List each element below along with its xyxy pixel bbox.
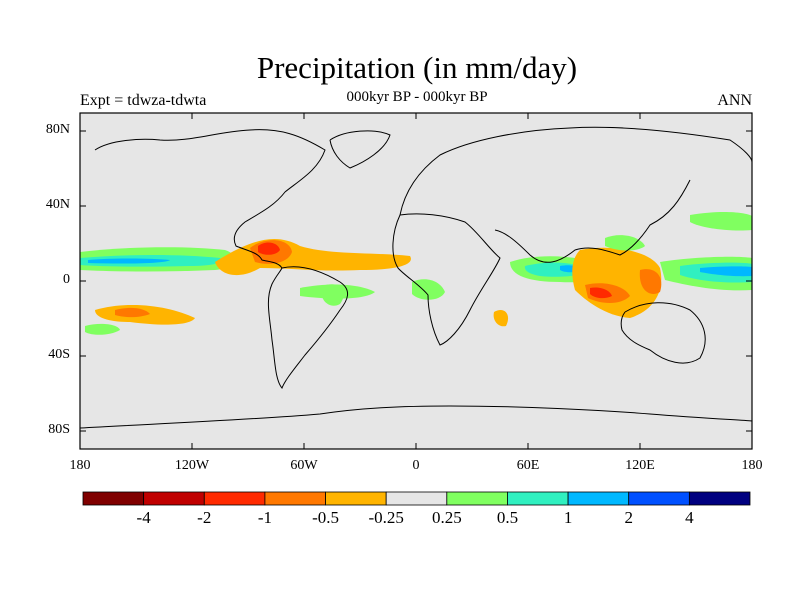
caribbean-core (258, 242, 280, 255)
maritime-strong (590, 287, 612, 299)
colorbar-label: 0.25 (431, 508, 462, 527)
north-america-coast (94, 129, 326, 269)
eurasia-coast (399, 126, 753, 263)
axis-ticks (80, 113, 752, 449)
colorbar-label: -4 (136, 508, 151, 527)
colorbar-swatch (446, 491, 508, 506)
coastlines (79, 126, 753, 429)
x-tick-label: 180 (741, 458, 763, 473)
colorbar-swatch (325, 491, 387, 506)
map-subtitle: 000kyr BP - 000kyr BP (346, 89, 488, 105)
madagascar-negative (493, 309, 509, 327)
colorbar-label: -1 (257, 508, 272, 527)
south-america-positive (321, 284, 344, 306)
colorbar-swatch (567, 491, 630, 506)
africa-coast (392, 213, 501, 346)
colorbar-label: -0.5 (312, 508, 339, 527)
colorbar-swatch (507, 491, 569, 506)
pacific-itcz-core (88, 258, 170, 264)
x-tick-label: 120W (174, 458, 210, 473)
west-pacific-core (700, 266, 752, 277)
colorbar-label: 1 (563, 508, 573, 527)
north-pacific-positive (690, 212, 752, 231)
x-tick-label: 0 (412, 458, 420, 473)
colorbar-label: 0.5 (496, 508, 519, 527)
y-tick-label: 80S (48, 422, 70, 437)
y-tick-label: 0 (63, 272, 70, 287)
colorbar-swatch (143, 491, 205, 506)
south-pacific-positive (85, 323, 120, 335)
colorbar-label: -0.25 (368, 508, 404, 527)
y-tick-label: 40N (45, 197, 70, 212)
colorbar (82, 491, 751, 506)
x-tick-label: 60W (290, 458, 318, 473)
colorbar-swatch (264, 491, 326, 506)
south-america-coast (267, 266, 348, 389)
colorbar-swatch (688, 491, 751, 506)
y-tick-label: 40S (48, 347, 70, 362)
colorbar-swatch (203, 491, 266, 506)
x-tick-label: 180 (69, 458, 91, 473)
colorbar-swatch (628, 491, 690, 506)
asia-positive (605, 235, 645, 251)
maritime-moderate-north (639, 269, 662, 294)
anomaly-fields (80, 212, 752, 335)
colorbar-label: 2 (624, 508, 633, 527)
x-tick-label: 60E (516, 458, 540, 473)
south-pacific-core (115, 307, 150, 318)
colorbar-swatch (82, 491, 145, 506)
colorbar-label: 4 (685, 508, 694, 527)
x-tick-label: 120E (625, 458, 655, 473)
experiment-label: Expt = tdwza-tdwta (80, 92, 207, 109)
greenland-coast (329, 130, 391, 169)
antarctica-coast (79, 405, 753, 429)
season-label: ANN (717, 92, 752, 109)
colorbar-label: -2 (197, 508, 212, 527)
africa-west-positive (412, 279, 445, 300)
colorbar-swatch (385, 491, 448, 506)
y-tick-label: 80N (45, 122, 70, 137)
map-title: Precipitation (in mm/day) (256, 50, 578, 85)
australia-coast (620, 302, 706, 364)
